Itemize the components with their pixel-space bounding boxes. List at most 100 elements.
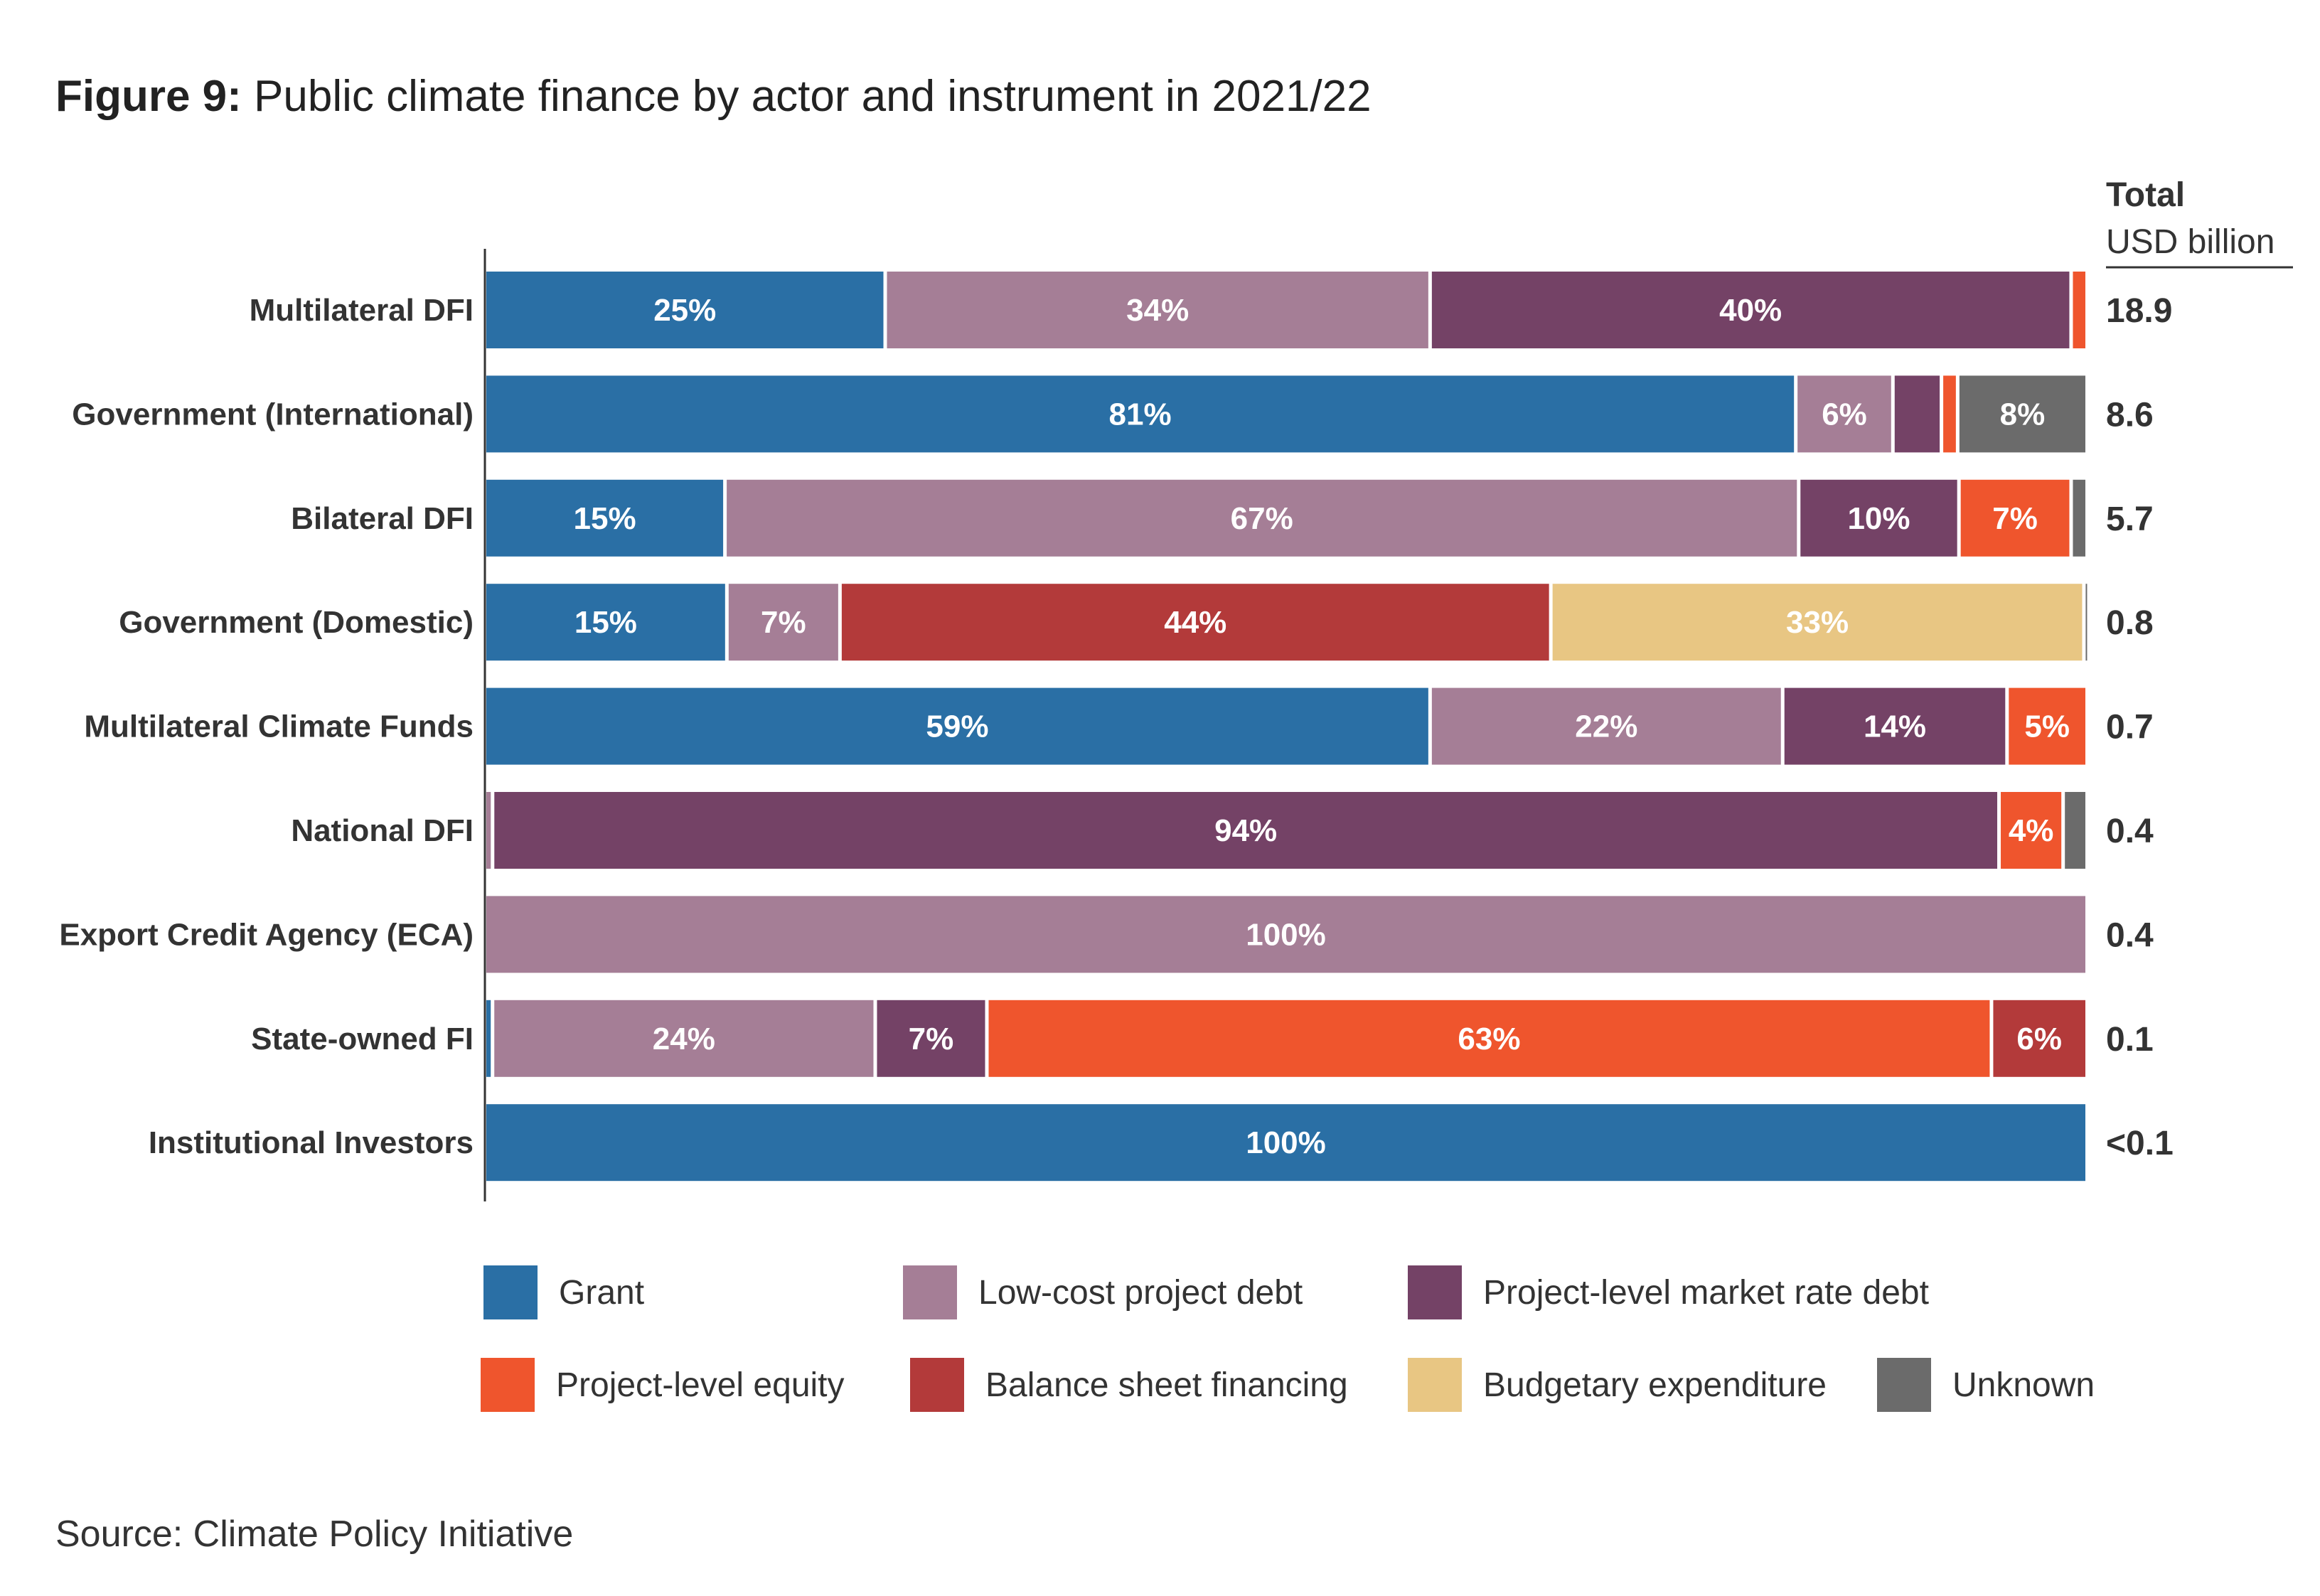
bar-segment — [1784, 687, 2006, 765]
legend-label: Unknown — [1952, 1366, 2095, 1404]
bar-segment — [1960, 479, 2070, 557]
bar-segment — [2073, 479, 2085, 557]
category-labels: Multilateral DFI Government (Internationa… — [59, 293, 474, 1160]
segment-value-label: 63% — [1458, 1022, 1520, 1056]
category-label: National DFI — [291, 813, 474, 848]
category-label: State-owned FI — [251, 1022, 474, 1056]
bar-segment — [1894, 375, 1940, 453]
legend-label: Balance sheet financing — [985, 1366, 1348, 1404]
total-value: 8.6 — [2106, 396, 2154, 434]
legend-swatch — [1408, 1358, 1462, 1412]
segment-value-label: 81% — [1109, 397, 1172, 432]
bar-segment — [1943, 375, 1956, 453]
legend-item: Low-cost project debt — [903, 1265, 1303, 1319]
segment-value-label: 8% — [2000, 397, 2046, 432]
segment-labels: 25% 34% 40% 81% 6% 8% 15% 67% 10% 7% 15% 7% 44% 33% 59… — [574, 293, 2070, 1160]
segment-value-label: 7% — [909, 1022, 954, 1056]
figure-label: Figure 9: — [55, 72, 242, 121]
bar-segment — [486, 375, 1795, 453]
legend-label: Project-level equity — [556, 1366, 845, 1404]
segment-value-label: 33% — [1786, 605, 1849, 640]
bar-segment — [2009, 687, 2085, 765]
segment-value-label: 24% — [653, 1022, 715, 1056]
segment-value-label: 44% — [1164, 605, 1226, 640]
bar-segment — [486, 584, 725, 661]
title-text: Public climate finance by actor and inst… — [254, 72, 1372, 121]
total-value: <0.1 — [2106, 1125, 2174, 1162]
bar-segment — [1552, 584, 2083, 661]
segment-value-label: 6% — [2016, 1022, 2062, 1056]
bar-segment — [2065, 792, 2085, 869]
bar-segment — [494, 792, 1998, 869]
segment-value-label: 25% — [653, 293, 716, 328]
segment-value-label: 100% — [1246, 917, 1326, 952]
bar-segment — [727, 479, 1797, 557]
bar-segment — [486, 792, 491, 869]
bar-segment — [2073, 272, 2085, 348]
bar-segment — [1431, 687, 1781, 765]
bar-segment — [841, 584, 1549, 661]
category-label: Institutional Investors — [149, 1125, 474, 1160]
totals-column: Total USD billion 18.9 8.6 5.7 0.8 0.7 0.4 0.4… — [2106, 176, 2293, 1162]
bar-segment — [1993, 1000, 2085, 1077]
legend-swatch — [1877, 1358, 1931, 1412]
bar-segment — [877, 1000, 985, 1077]
legend-item: Project-level market rate debt — [1408, 1265, 1929, 1319]
segment-value-label: 59% — [926, 709, 988, 744]
bar-segment — [988, 1000, 1990, 1077]
segment-value-label: 4% — [2009, 813, 2054, 848]
category-label: Multilateral Climate Funds — [84, 709, 474, 744]
total-value: 0.8 — [2106, 604, 2154, 642]
legend-item: Project-level equity — [481, 1358, 845, 1412]
segment-value-label: 100% — [1246, 1125, 1326, 1160]
segment-value-label: 67% — [1231, 501, 1293, 536]
segment-value-label: 14% — [1864, 709, 1926, 744]
segment-value-label: 94% — [1214, 813, 1277, 848]
legend-item: Balance sheet financing — [910, 1358, 1348, 1412]
chart-title: Figure 9: Public climate finance by acto… — [55, 71, 1372, 122]
total-value: 0.1 — [2106, 1021, 2154, 1059]
legend-label: Budgetary expenditure — [1483, 1366, 1827, 1404]
segment-value-label: 15% — [574, 501, 636, 536]
total-value: 18.9 — [2106, 292, 2172, 330]
bar-segment — [486, 1104, 2085, 1182]
bar-segment — [486, 479, 724, 557]
bar-segment — [486, 272, 884, 348]
source-note: Source: Climate Policy Initiative — [55, 1514, 574, 1555]
totals-header-line2: USD billion — [2106, 223, 2274, 261]
legend-swatch — [481, 1358, 535, 1412]
segment-value-label: 40% — [1719, 293, 1782, 328]
legend-label: Grant — [559, 1273, 645, 1312]
legend-swatch — [910, 1358, 964, 1412]
legend-swatch — [1408, 1265, 1462, 1319]
legend-item: Grant — [483, 1265, 644, 1319]
total-value: 0.7 — [2106, 709, 2154, 746]
bar-segment — [2001, 792, 2062, 869]
bar-segment — [1797, 375, 1891, 453]
segment-value-label: 7% — [761, 605, 806, 640]
category-label: Multilateral DFI — [250, 293, 474, 328]
total-value: 5.7 — [2106, 500, 2154, 538]
segment-value-label: 10% — [1847, 501, 1910, 536]
totals-header-line1: Total — [2106, 176, 2185, 214]
total-value: 0.4 — [2106, 813, 2154, 850]
legend-item: Unknown — [1877, 1358, 2095, 1412]
bar-segment — [887, 272, 1428, 348]
segment-value-label: 15% — [574, 605, 637, 640]
segment-value-label: 34% — [1126, 293, 1189, 328]
total-value: 0.4 — [2106, 916, 2154, 954]
segment-value-label: 7% — [1992, 501, 2038, 536]
legend-swatch — [903, 1265, 957, 1319]
segment-value-label: 22% — [1575, 709, 1637, 744]
legend-item: Budgetary expenditure — [1408, 1358, 1827, 1412]
bar-segment — [1800, 479, 1957, 557]
bar-segment — [486, 896, 2085, 973]
bar-segment — [728, 584, 838, 661]
bars-group — [486, 272, 2088, 1182]
bar-segment — [1959, 375, 2085, 453]
legend-swatch — [483, 1265, 538, 1319]
bar-segment — [2085, 584, 2088, 661]
bar-segment — [486, 687, 1428, 765]
legend-label: Project-level market rate debt — [1483, 1273, 1929, 1312]
